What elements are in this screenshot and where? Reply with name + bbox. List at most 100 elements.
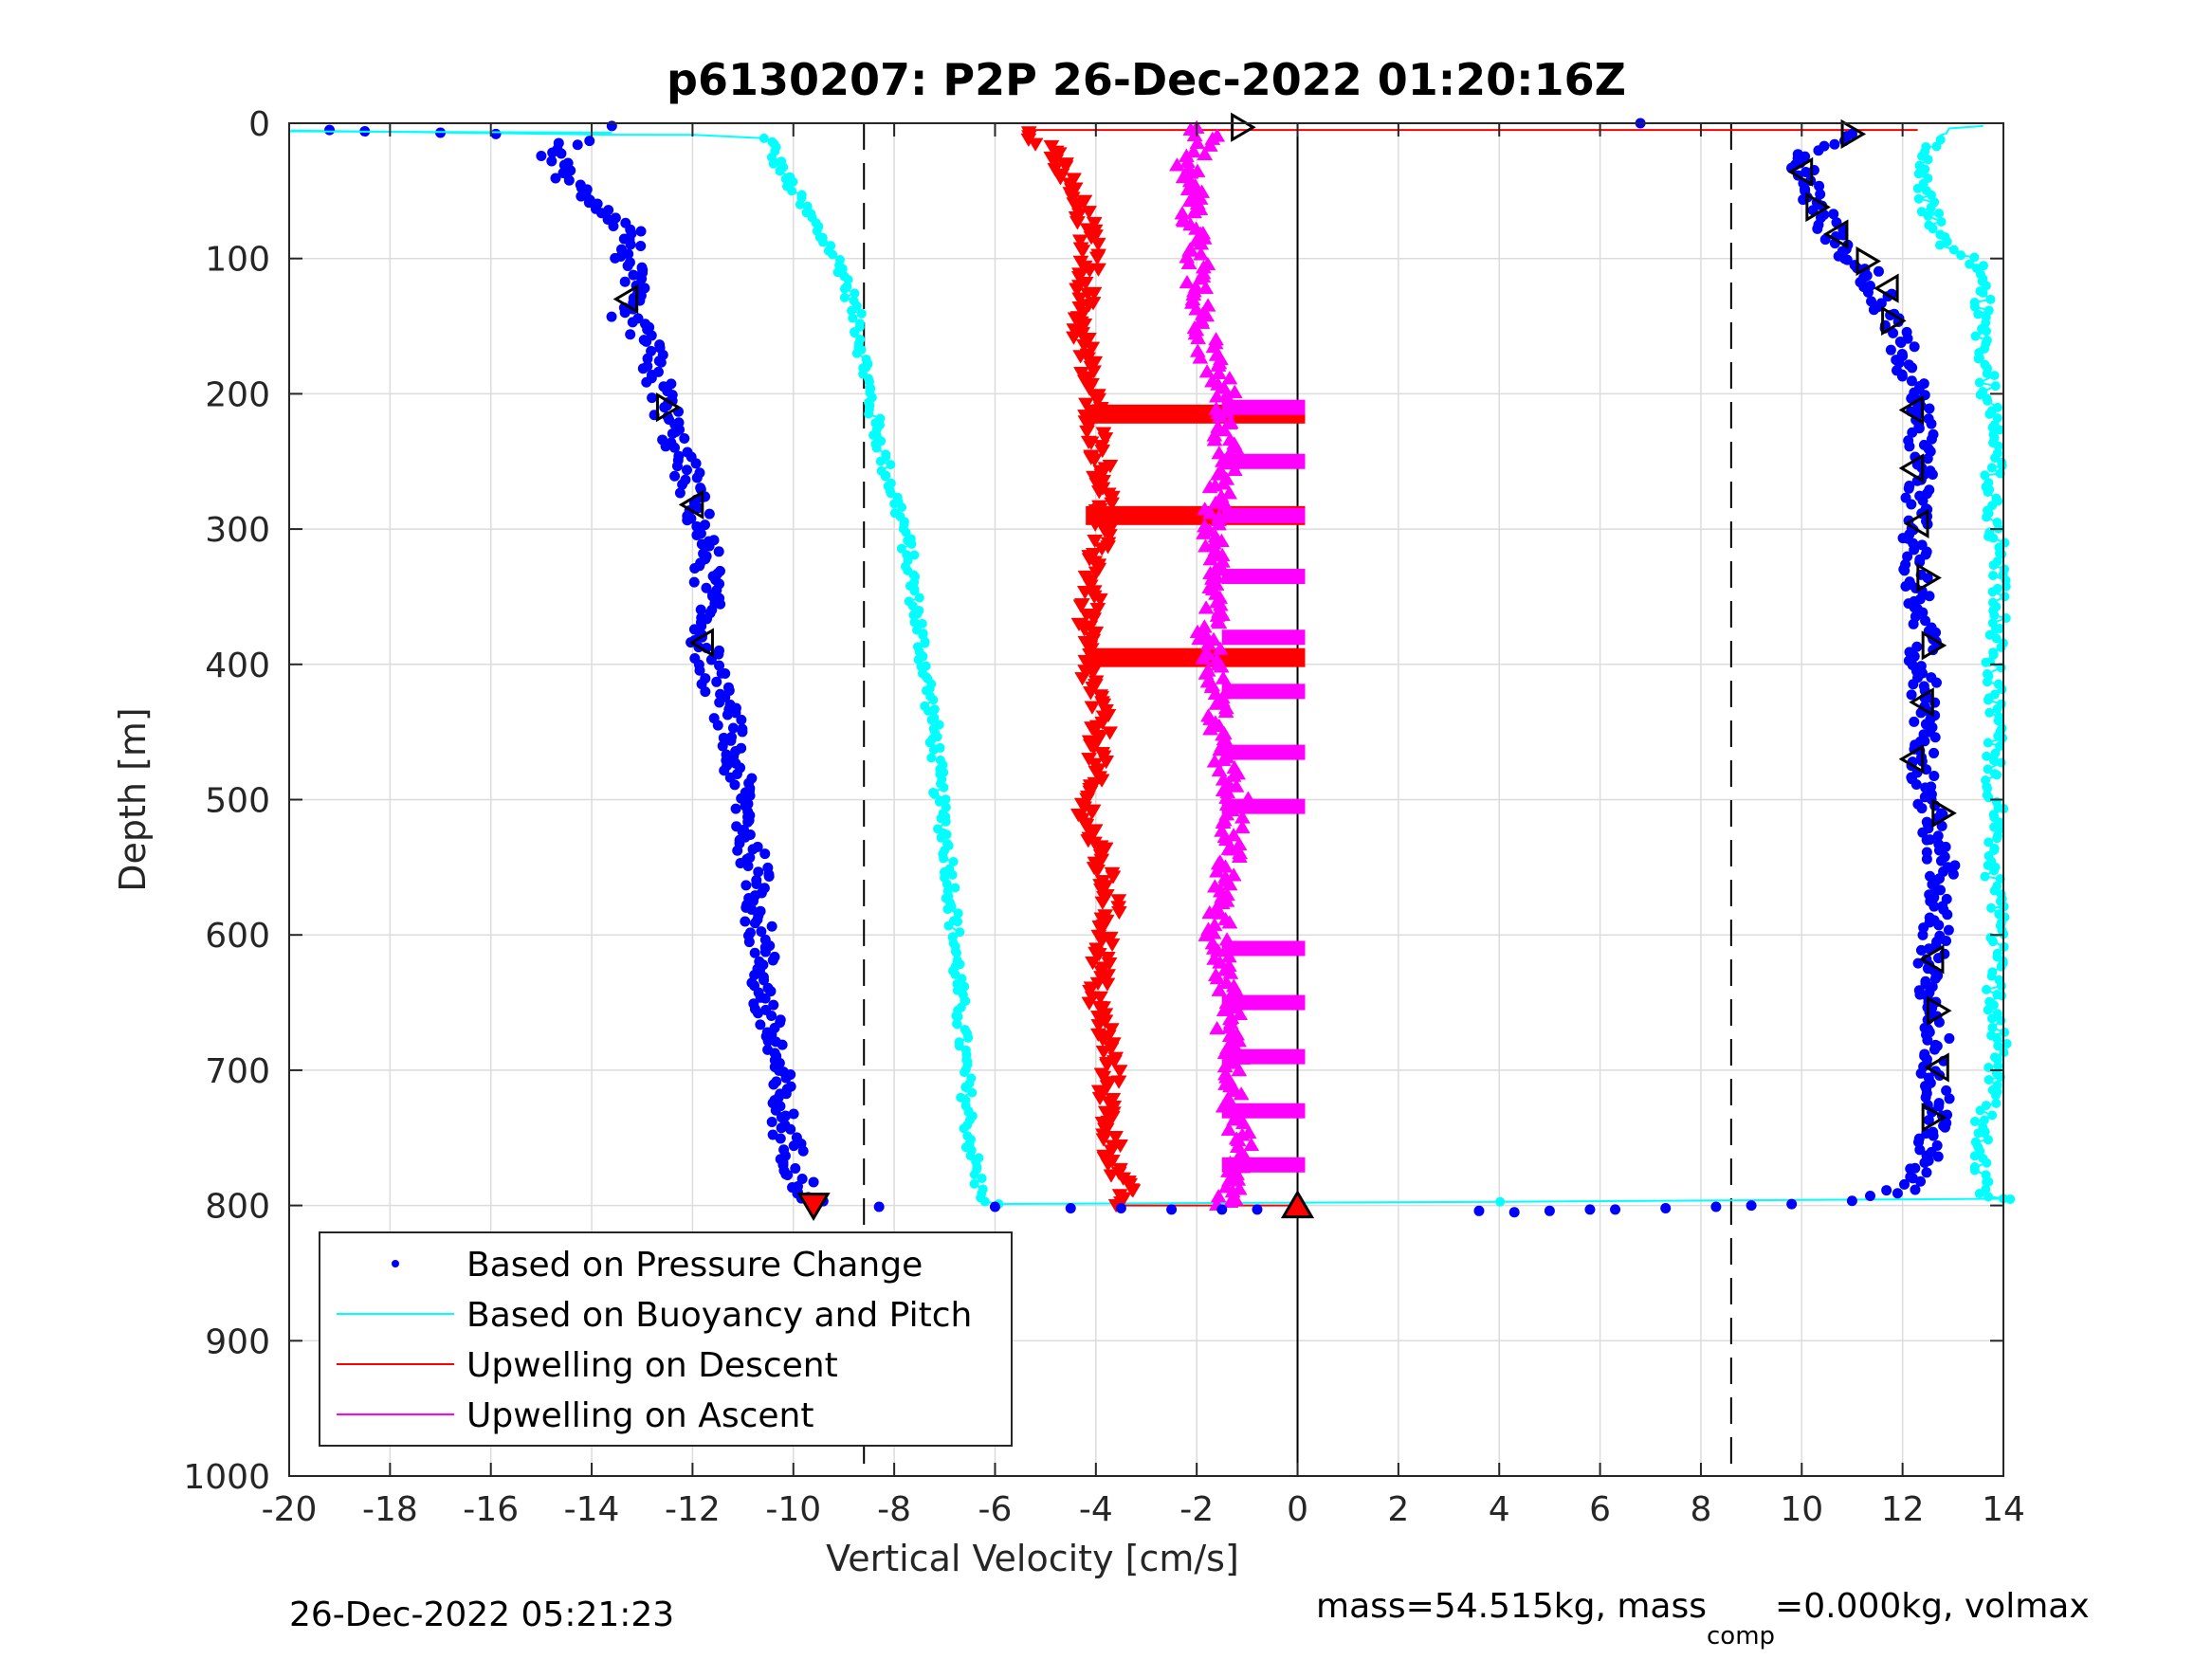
buoyancy-point [1992, 1009, 2002, 1019]
upwelling-ascent-point [1231, 1181, 1248, 1195]
buoyancy-point [955, 927, 965, 938]
pressure-point [1864, 1191, 1875, 1202]
pressure-point [756, 926, 767, 938]
buoyancy-point [1985, 294, 1996, 304]
upwelling-ascent-point [1240, 1124, 1257, 1139]
upwelling-descent-point [1095, 1001, 1112, 1015]
upwelling-ascent-point [1196, 619, 1213, 633]
pressure-point [759, 975, 770, 986]
upwelling-ascent-point [1207, 685, 1224, 701]
buoyancy-point [1916, 207, 1927, 217]
buoyancy-point [1969, 298, 1980, 308]
pressure-point [780, 1072, 792, 1084]
pressure-point [1900, 558, 1911, 570]
upwelling-ascent-point [1222, 1155, 1238, 1170]
upwelling-ascent-point [1211, 982, 1228, 996]
upwelling-ascent-point [1214, 823, 1231, 837]
buoyancy-point [1979, 1115, 1989, 1125]
legend: Based on Pressure Change Based on Buoyanc… [319, 1231, 1013, 1447]
y-tick-label: 500 [205, 782, 270, 821]
buoyancy-point [1983, 1135, 1993, 1145]
pressure-point [1929, 770, 1940, 781]
buoyancy-point [847, 305, 857, 316]
pressure-point [704, 508, 715, 520]
pressure-point [1900, 492, 1911, 503]
upwelling-ascent-point [1208, 347, 1225, 361]
pressure-point [1814, 180, 1825, 191]
x-tick-label: -20 [262, 1490, 318, 1529]
upwelling-ascent-point [1185, 143, 1202, 158]
buoyancy-point [1992, 402, 2002, 412]
buoyancy-point [977, 1173, 987, 1183]
buoyancy-point [1986, 463, 1997, 473]
pressure-point [712, 720, 723, 731]
pressure-point [1949, 860, 1961, 871]
buoyancy-point [1995, 623, 2005, 633]
pressure-point [1924, 484, 1935, 496]
pressure-point [705, 654, 717, 665]
buoyancy-point [1948, 245, 1959, 255]
pressure-point [1903, 435, 1914, 447]
buoyancy-point [920, 638, 930, 648]
buoyancy-point [1935, 229, 1946, 240]
pressure-point [679, 433, 690, 445]
pressure-point [1873, 265, 1884, 277]
pressure-point [1660, 1202, 1672, 1213]
footer-mass-post: =0.000kg, volmax [1775, 1587, 2090, 1626]
pressure-point [324, 124, 336, 136]
upwelling-ascent-point [1174, 206, 1191, 220]
pressure-point [797, 1145, 809, 1157]
pressure-point [1932, 830, 1944, 842]
pressure-point [1921, 847, 1932, 858]
pressure-point [714, 697, 725, 708]
buoyancy-point [1970, 1137, 1981, 1147]
upwelling-ascent-point [1226, 384, 1243, 399]
pressure-point [1885, 344, 1896, 356]
pressure-point [782, 1169, 794, 1180]
buoyancy-point [941, 879, 952, 889]
buoyancy-point [2002, 1038, 2012, 1048]
upwelling-ascent-point [1215, 782, 1232, 797]
pressure-point [796, 1174, 808, 1185]
buoyancy-point [1981, 1170, 1991, 1180]
tick-labels: -20 -18 -16 -14 -12 -10 -8 -6 -4 -2 0 2 4 6 8 10 12 14010… [183, 105, 2025, 1529]
pressure-point [691, 472, 703, 483]
upwelling-ascent-point [1217, 1066, 1234, 1081]
buoyancy-point [1993, 1041, 2003, 1051]
buoyancy-point [908, 610, 919, 620]
pressure-point [729, 779, 740, 791]
buoyancy-point [889, 499, 900, 509]
upwelling-descent-point [1090, 1019, 1107, 1033]
buoyancy-point [1982, 336, 1992, 346]
buoyancy-point [1984, 996, 1995, 1007]
upwelling-ascent-band [1221, 629, 1306, 646]
buoyancy-point [848, 313, 858, 323]
buoyancy-point [2000, 564, 2010, 574]
pitch-marker [1926, 995, 1952, 1026]
upwelling-ascent-point [1221, 431, 1238, 447]
buoyancy-point [952, 1019, 962, 1030]
upwelling-descent-point [1091, 407, 1108, 421]
pressure-point [1914, 593, 1926, 605]
pitch-marker [1898, 744, 1925, 775]
pressure-point [547, 147, 558, 158]
pressure-point [1924, 870, 1935, 882]
buoyancy-point [2000, 538, 2010, 548]
buoyancy-point [1987, 618, 1998, 629]
x-tick-label: 2 [1387, 1490, 1409, 1529]
upwelling-ascent-point [1210, 419, 1227, 433]
end-marker [796, 1193, 831, 1222]
buoyancy-point [939, 853, 949, 864]
pressure-point [1929, 1039, 1941, 1050]
upwelling-descent-point [1074, 245, 1091, 259]
pressure-point [1944, 1093, 1955, 1104]
upwelling-ascent-band [1221, 453, 1306, 469]
buoyancy-point [1989, 843, 2000, 853]
pitch-marker [1916, 562, 1942, 593]
buoyancy-point [948, 856, 959, 866]
buoyancy-point [1992, 448, 2002, 459]
ticks [288, 122, 2004, 1477]
upwelling-ascent-point [1213, 464, 1230, 478]
buoyancy-point [886, 460, 896, 470]
pressure-point [1933, 839, 1945, 850]
